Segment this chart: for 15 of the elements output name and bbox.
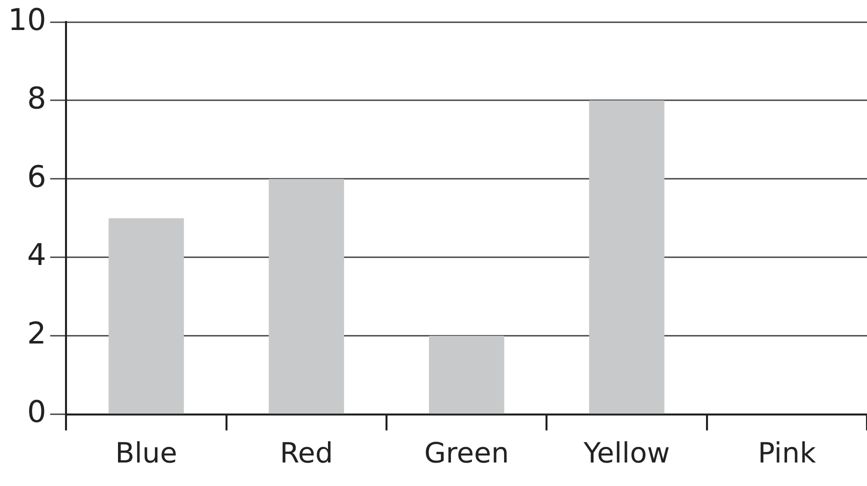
- y-tick-label: 10: [8, 2, 46, 38]
- x-tick-label: Pink: [758, 436, 817, 470]
- x-tick-label: Green: [424, 436, 509, 470]
- bar: [428, 336, 504, 414]
- x-tick-label: Blue: [115, 436, 178, 470]
- y-tick-label: 0: [27, 395, 46, 430]
- bar: [589, 100, 664, 414]
- x-tick-label: Yellow: [582, 436, 670, 470]
- y-tick-label: 8: [27, 81, 46, 116]
- y-tick-label: 2: [27, 316, 46, 352]
- bar: [268, 178, 344, 414]
- bar: [108, 218, 184, 414]
- y-tick-label: 4: [27, 238, 46, 274]
- y-tick-label: 6: [27, 160, 46, 195]
- x-tick-label: Red: [280, 436, 334, 470]
